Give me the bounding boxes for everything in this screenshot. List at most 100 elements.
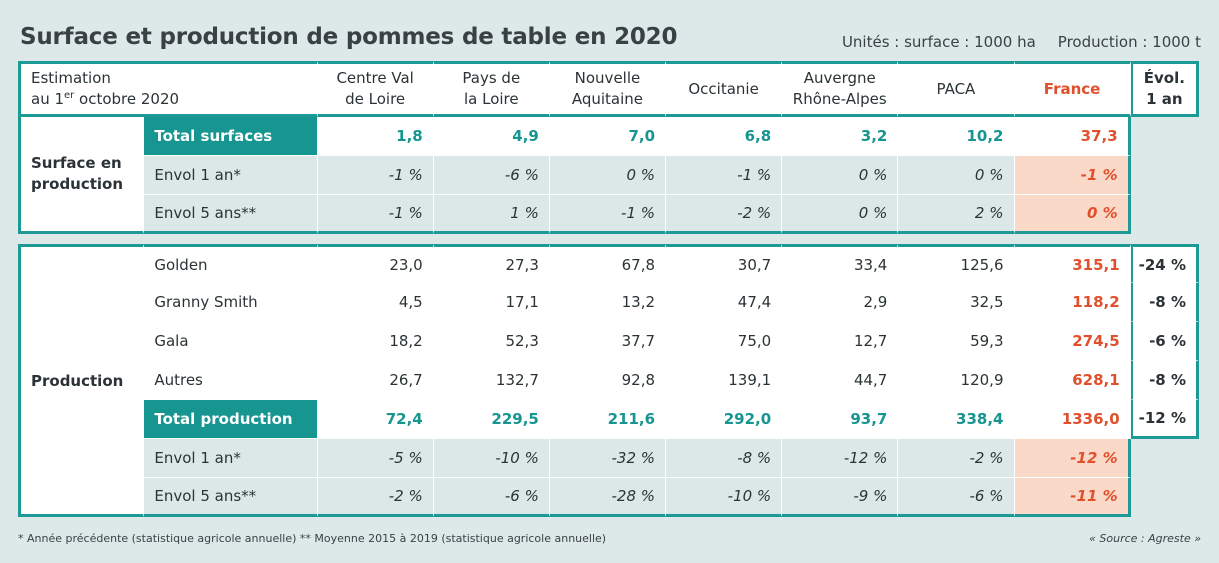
cell: 72,4 bbox=[317, 400, 434, 439]
cell: 3,2 bbox=[782, 117, 899, 156]
footnote: * Année précédente (statistique agricole… bbox=[18, 532, 607, 545]
cell: 0 % bbox=[782, 156, 899, 195]
production-group-label: Production bbox=[18, 244, 145, 517]
cell: 12,7 bbox=[782, 322, 899, 361]
cell: 75,0 bbox=[666, 322, 783, 361]
cell: 2 % bbox=[898, 195, 1015, 234]
row-label: Envol 1 an* bbox=[144, 156, 318, 195]
production-row-autres: Autres 26,7 132,7 92,8 139,1 44,7 120,9 … bbox=[18, 361, 1199, 400]
row-label: Autres bbox=[144, 361, 318, 400]
production-total-row: Total production 72,4 229,5 211,6 292,0 … bbox=[18, 400, 1199, 439]
empty-cell bbox=[1130, 156, 1199, 195]
evol-cell: -24 % bbox=[1130, 244, 1199, 283]
cell: 6,8 bbox=[666, 117, 783, 156]
cell: 52,3 bbox=[433, 322, 550, 361]
cell: -1 % bbox=[317, 195, 434, 234]
cell: -5 % bbox=[317, 439, 434, 478]
evol-header: Évol. 1 an bbox=[1130, 61, 1199, 117]
surface-envol5-row: Envol 5 ans** -1 % 1 % -1 % -2 % 0 % 2 %… bbox=[18, 195, 1199, 234]
cell: 0 % bbox=[782, 195, 899, 234]
page-title: Surface et production de pommes de table… bbox=[20, 24, 678, 50]
row-label: Total surfaces bbox=[144, 117, 318, 156]
cell: 0 % bbox=[549, 156, 667, 195]
cell: 13,2 bbox=[549, 283, 667, 322]
row-label: Total production bbox=[144, 400, 318, 439]
france-cell: 1336,0 bbox=[1014, 400, 1131, 439]
cell: -10 % bbox=[433, 439, 550, 478]
cell: -1 % bbox=[317, 156, 434, 195]
source-note: « Source : Agreste » bbox=[1089, 532, 1201, 545]
surface-table: Estimation au 1er octobre 2020 Centre Va… bbox=[18, 61, 1199, 234]
cell: 211,6 bbox=[549, 400, 667, 439]
surface-envol1-row: Envol 1 an* -1 % -6 % 0 % -1 % 0 % 0 % -… bbox=[18, 156, 1199, 195]
cell: 18,2 bbox=[317, 322, 434, 361]
estimation-header: Estimation au 1er octobre 2020 bbox=[18, 61, 318, 117]
region-header-nouvelle-aquitaine: Nouvelle Aquitaine bbox=[549, 61, 667, 117]
cell: 292,0 bbox=[666, 400, 783, 439]
france-cell: -11 % bbox=[1014, 478, 1131, 517]
row-label: Envol 1 an* bbox=[144, 439, 318, 478]
cell: 125,6 bbox=[898, 244, 1015, 283]
region-header-auvergne: Auvergne Rhône-Alpes bbox=[782, 61, 899, 117]
france-cell: 315,1 bbox=[1014, 244, 1131, 283]
cell: -32 % bbox=[549, 439, 667, 478]
france-cell: -1 % bbox=[1014, 156, 1131, 195]
production-unit: Production : 1000 t bbox=[1057, 33, 1201, 51]
cell: 1 % bbox=[433, 195, 550, 234]
cell: 37,7 bbox=[549, 322, 667, 361]
production-row-granny: Granny Smith 4,5 17,1 13,2 47,4 2,9 32,5… bbox=[18, 283, 1199, 322]
cell: -10 % bbox=[666, 478, 783, 517]
empty-cell bbox=[1130, 195, 1199, 234]
cell: 7,0 bbox=[549, 117, 667, 156]
cell: 44,7 bbox=[782, 361, 899, 400]
row-label: Envol 5 ans** bbox=[144, 478, 318, 517]
france-cell: -12 % bbox=[1014, 439, 1131, 478]
cell: -6 % bbox=[433, 478, 550, 517]
cell: 120,9 bbox=[898, 361, 1015, 400]
france-cell: 274,5 bbox=[1014, 322, 1131, 361]
cell: -2 % bbox=[317, 478, 434, 517]
row-label: Granny Smith bbox=[144, 283, 318, 322]
empty-cell bbox=[1130, 478, 1199, 517]
cell: 47,4 bbox=[666, 283, 783, 322]
production-envol5-row: Envol 5 ans** -2 % -6 % -28 % -10 % -9 %… bbox=[18, 478, 1199, 517]
cell: 27,3 bbox=[433, 244, 550, 283]
surface-total-row: Surface en production Total surfaces 1,8 … bbox=[18, 117, 1199, 234]
france-header: France bbox=[1014, 61, 1131, 117]
cell: 10,2 bbox=[898, 117, 1015, 156]
cell: 23,0 bbox=[317, 244, 434, 283]
cell: 93,7 bbox=[782, 400, 899, 439]
region-header-paca: PACA bbox=[898, 61, 1015, 117]
france-cell: 118,2 bbox=[1014, 283, 1131, 322]
evol-cell: -12 % bbox=[1130, 400, 1199, 439]
cell: -1 % bbox=[549, 195, 667, 234]
row-label: Gala bbox=[144, 322, 318, 361]
cell: 229,5 bbox=[433, 400, 550, 439]
cell: 92,8 bbox=[549, 361, 667, 400]
cell: 32,5 bbox=[898, 283, 1015, 322]
cell: -1 % bbox=[666, 156, 783, 195]
estimation-line2: au 1er octobre 2020 bbox=[31, 90, 180, 108]
surface-unit: Unités : surface : 1000 ha bbox=[841, 33, 1036, 51]
production-table: Production Golden 23,0 27,3 67,8 30,7 33… bbox=[18, 244, 1199, 517]
region-header-centre: Centre Val de Loire bbox=[317, 61, 434, 117]
france-cell: 37,3 bbox=[1014, 117, 1131, 156]
header-row: Estimation au 1er octobre 2020 Centre Va… bbox=[18, 61, 1199, 117]
cell: -28 % bbox=[549, 478, 667, 517]
empty-cell bbox=[1130, 117, 1199, 156]
production-row-golden: Production Golden 23,0 27,3 67,8 30,7 33… bbox=[18, 244, 1199, 517]
france-cell: 0 % bbox=[1014, 195, 1131, 234]
empty-cell bbox=[1130, 439, 1199, 478]
row-label: Envol 5 ans** bbox=[144, 195, 318, 234]
cell: -12 % bbox=[782, 439, 899, 478]
cell: 338,4 bbox=[898, 400, 1015, 439]
cell: 30,7 bbox=[666, 244, 783, 283]
evol-cell: -8 % bbox=[1130, 283, 1199, 322]
surface-group-label: Surface en production bbox=[18, 117, 145, 234]
row-label: Golden bbox=[144, 244, 318, 283]
evol-cell: -6 % bbox=[1130, 322, 1199, 361]
cell: -8 % bbox=[666, 439, 783, 478]
cell: 4,5 bbox=[317, 283, 434, 322]
cell: 139,1 bbox=[666, 361, 783, 400]
cell: 26,7 bbox=[317, 361, 434, 400]
